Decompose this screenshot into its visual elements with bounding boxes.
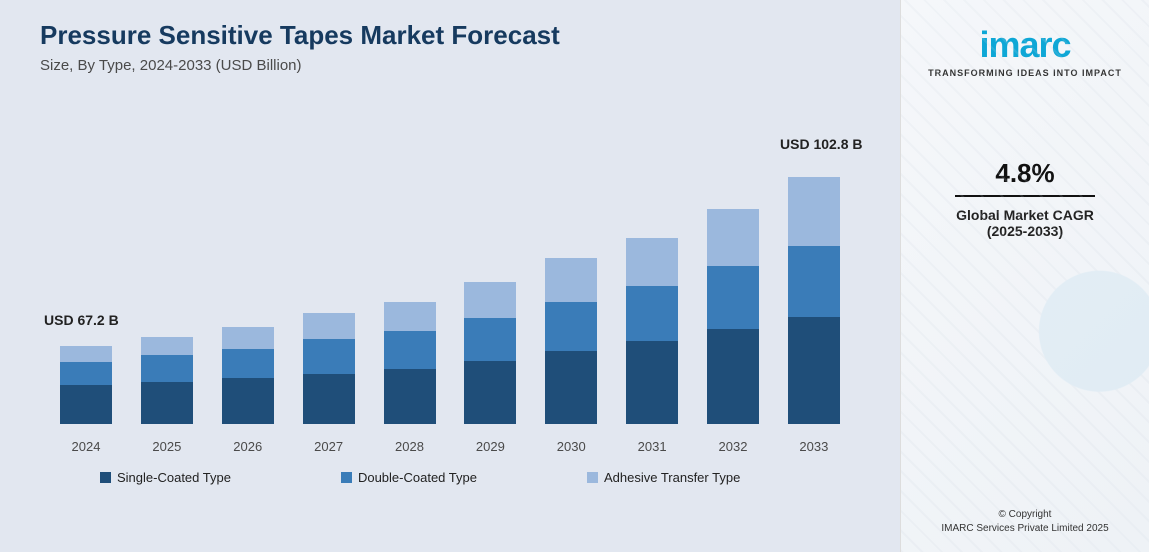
bar-segment xyxy=(545,258,597,301)
bar-segment xyxy=(141,337,193,355)
side-decoration xyxy=(901,0,1149,552)
logo: imarc TRANSFORMING IDEAS INTO IMPACT xyxy=(928,24,1122,78)
logo-text: imarc xyxy=(979,24,1070,66)
bar-segment xyxy=(384,302,436,332)
bar-stack xyxy=(222,327,274,424)
bar-group xyxy=(374,302,446,424)
bar-stack xyxy=(60,346,112,424)
copyright-line1: © Copyright xyxy=(901,508,1149,522)
bar-stack xyxy=(707,209,759,424)
bar-stack xyxy=(384,302,436,424)
side-panel: imarc TRANSFORMING IDEAS INTO IMPACT 4.8… xyxy=(900,0,1149,552)
value-label: USD 67.2 B xyxy=(44,312,119,328)
bar-group xyxy=(616,238,688,424)
bar-segment xyxy=(141,382,193,424)
bar-segment xyxy=(141,355,193,381)
legend-item: Double-Coated Type xyxy=(341,470,477,485)
x-tick-label: 2029 xyxy=(454,439,526,454)
bar-segment xyxy=(384,369,436,424)
bar-group xyxy=(535,258,607,424)
bar-group xyxy=(212,327,284,424)
bar-segment xyxy=(60,385,112,424)
legend-label: Double-Coated Type xyxy=(358,470,477,485)
legend-swatch xyxy=(100,472,111,483)
legend-swatch xyxy=(341,472,352,483)
copyright: © Copyright IMARC Services Private Limit… xyxy=(901,508,1149,536)
x-tick-label: 2031 xyxy=(616,439,688,454)
x-tick-label: 2026 xyxy=(212,439,284,454)
bar-segment xyxy=(545,302,597,351)
bar-segment xyxy=(707,209,759,266)
x-tick-label: 2028 xyxy=(374,439,446,454)
bar-segment xyxy=(464,361,516,424)
x-tick-label: 2025 xyxy=(131,439,203,454)
legend-label: Adhesive Transfer Type xyxy=(604,470,740,485)
bar-segment xyxy=(303,374,355,424)
cagr-block: 4.8% Global Market CAGR (2025-2033) xyxy=(955,158,1095,239)
bar-segment xyxy=(60,362,112,385)
legend-item: Adhesive Transfer Type xyxy=(587,470,740,485)
bar-stack xyxy=(626,238,678,424)
copyright-line2: IMARC Services Private Limited 2025 xyxy=(901,522,1149,536)
bar-stack xyxy=(788,177,840,424)
x-tick-label: 2030 xyxy=(535,439,607,454)
bar-group xyxy=(131,337,203,424)
bar-segment xyxy=(222,349,274,379)
bar-segment xyxy=(222,378,274,424)
bar-group xyxy=(293,313,365,424)
x-tick-label: 2032 xyxy=(697,439,769,454)
bar-segment xyxy=(626,341,678,424)
value-label: USD 102.8 B xyxy=(780,136,862,152)
bar-segment xyxy=(222,327,274,349)
cagr-label: Global Market CAGR xyxy=(955,207,1095,223)
legend: Single-Coated Type Double-Coated Type Adhe… xyxy=(40,470,880,485)
logo-word: imarc xyxy=(979,24,1070,66)
bar-segment xyxy=(788,246,840,317)
bar-stack xyxy=(303,313,355,424)
cagr-period: (2025-2033) xyxy=(955,223,1095,239)
chart-area: 2024 2025 2026 2027 2028 2029 2030 2031 2032 2033… xyxy=(40,84,860,454)
bar-stack xyxy=(141,337,193,424)
bar-segment xyxy=(707,266,759,329)
bar-segment xyxy=(545,351,597,424)
bar-segment xyxy=(303,339,355,373)
bar-segment xyxy=(626,238,678,286)
legend-label: Single-Coated Type xyxy=(117,470,231,485)
bar-segment xyxy=(384,331,436,369)
bar-group xyxy=(454,282,526,424)
x-tick-label: 2027 xyxy=(293,439,365,454)
chart-panel: Pressure Sensitive Tapes Market Forecast… xyxy=(0,0,900,552)
bar-segment xyxy=(464,318,516,361)
bar-group xyxy=(778,177,850,424)
bar-stack xyxy=(545,258,597,424)
bars-row xyxy=(40,104,860,424)
chart-subtitle: Size, By Type, 2024-2033 (USD Billion) xyxy=(40,57,880,74)
bar-segment xyxy=(788,317,840,424)
bar-segment xyxy=(60,346,112,362)
bar-group xyxy=(50,346,122,424)
bar-stack xyxy=(464,282,516,424)
x-tick-label: 2033 xyxy=(778,439,850,454)
bar-segment xyxy=(788,177,840,246)
x-tick-label: 2024 xyxy=(50,439,122,454)
legend-item: Single-Coated Type xyxy=(100,470,231,485)
bar-segment xyxy=(626,286,678,341)
bar-group xyxy=(697,209,769,424)
legend-swatch xyxy=(587,472,598,483)
x-axis-labels: 2024 2025 2026 2027 2028 2029 2030 2031 2032 2033 xyxy=(40,439,860,454)
bar-segment xyxy=(707,329,759,424)
cagr-value: 4.8% xyxy=(955,158,1095,197)
logo-tagline: TRANSFORMING IDEAS INTO IMPACT xyxy=(928,68,1122,78)
bar-segment xyxy=(464,282,516,317)
chart-title: Pressure Sensitive Tapes Market Forecast xyxy=(40,20,880,51)
bar-segment xyxy=(303,313,355,339)
